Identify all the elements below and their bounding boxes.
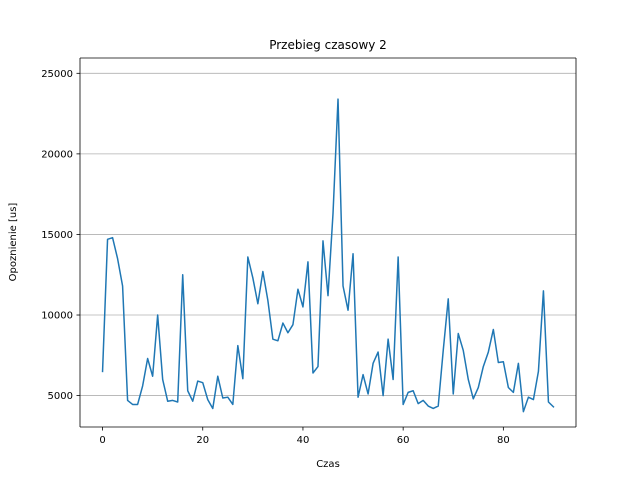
y-tick-label: 5000 <box>48 391 73 402</box>
plot-area <box>80 58 576 427</box>
x-tick-label: 80 <box>497 435 510 446</box>
y-tick-label: 20000 <box>41 149 73 160</box>
x-tick-label: 0 <box>99 435 105 446</box>
y-tick-label: 25000 <box>41 69 73 80</box>
x-axis-ticks: 0 20 40 60 80 <box>99 427 510 446</box>
series-line <box>101 98 555 413</box>
y-tick-label: 15000 <box>41 230 73 241</box>
chart-title: Przebieg czasowy 2 <box>269 38 387 52</box>
y-tick-label: 10000 <box>41 311 73 322</box>
x-tick-label: 20 <box>196 435 209 446</box>
series-group <box>101 98 555 413</box>
x-axis-label: Czas <box>316 459 340 470</box>
gridlines <box>80 72 576 396</box>
axes-frame <box>79 57 577 428</box>
x-tick-label: 60 <box>397 435 410 446</box>
y-axis-label: Opoznienie [us] <box>8 203 19 282</box>
x-tick-label: 40 <box>297 435 310 446</box>
y-axis-ticks: 5000 10000 15000 20000 25000 <box>41 69 80 402</box>
